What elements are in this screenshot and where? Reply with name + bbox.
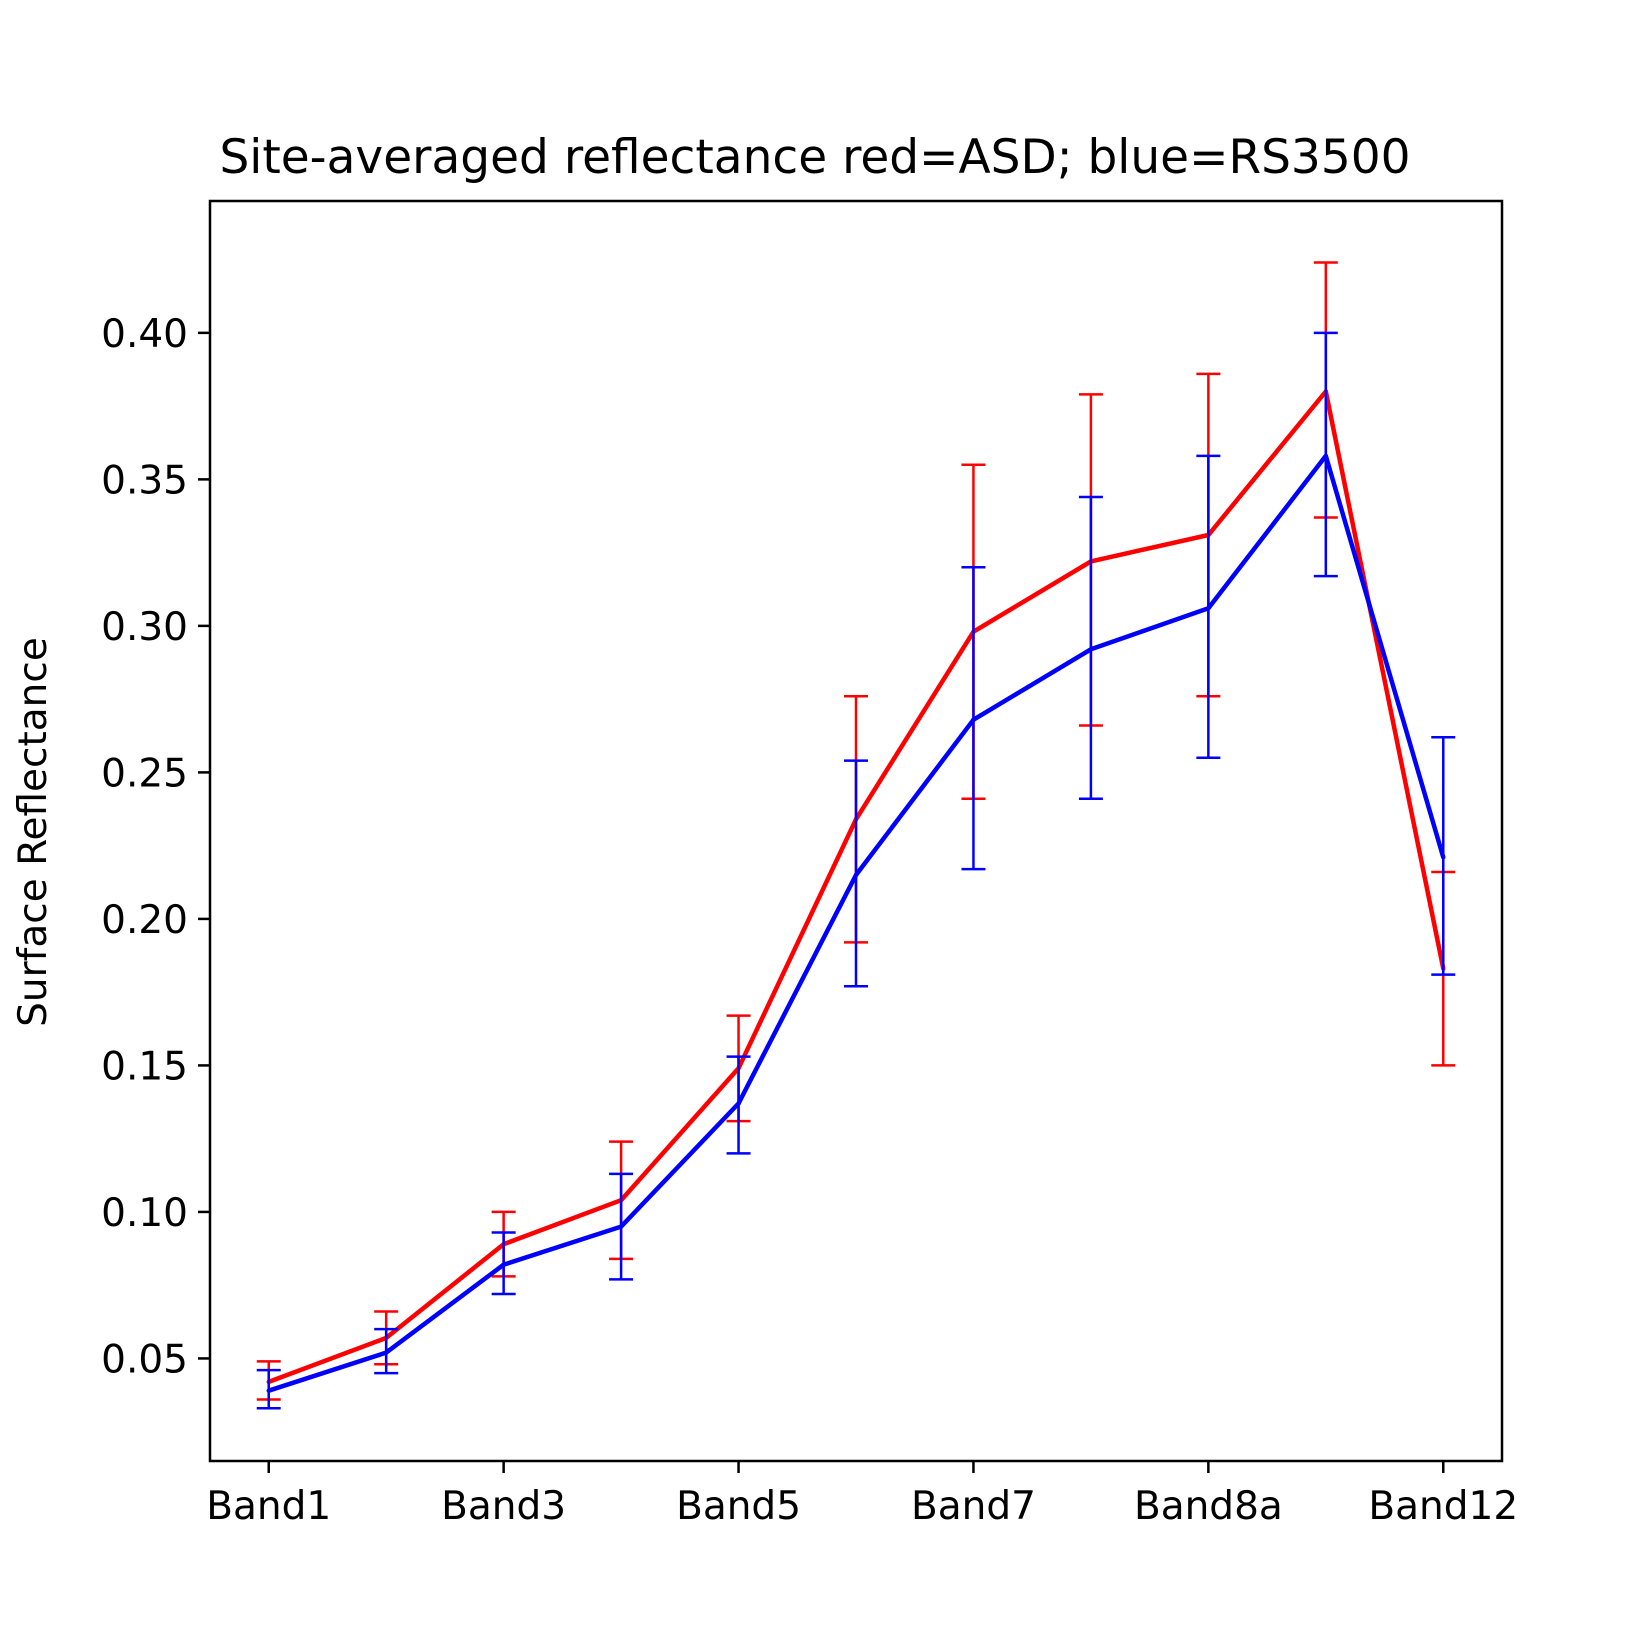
x-tick-label: Band3	[441, 1484, 566, 1529]
y-axis-title: Surface Reflectance	[11, 637, 56, 1027]
series-layer	[256, 261, 1456, 1410]
data-point	[266, 1388, 271, 1393]
series-1	[256, 331, 1456, 1410]
y-tick-label: 0.05	[101, 1337, 188, 1382]
data-point	[1441, 855, 1446, 860]
data-point	[501, 1262, 506, 1267]
x-tick-label: Band1	[206, 1484, 331, 1529]
x-tick-label: Band12	[1368, 1484, 1518, 1529]
y-tick-label: 0.30	[101, 605, 188, 650]
plot-area-frame	[208, 199, 1504, 1463]
x-tick-label: Band8a	[1134, 1484, 1283, 1529]
y-tick-label: 0.25	[101, 751, 188, 796]
data-point	[736, 1101, 741, 1106]
y-tick-label: 0.40	[101, 312, 188, 357]
data-point	[1206, 606, 1211, 611]
data-point	[853, 872, 859, 878]
x-tick-label: Band5	[676, 1484, 801, 1529]
y-tick-label: 0.35	[101, 458, 188, 503]
y-tick-label: 0.20	[101, 898, 188, 943]
data-point	[618, 1224, 624, 1229]
data-point	[971, 717, 976, 722]
axis-layer: 0.05 0.10 0.15 0.20 0.25 0.30 0.35 0.40 Band1 Ban…	[101, 312, 1518, 1529]
data-point	[1323, 453, 1329, 459]
chart-title: Site-averaged reflectance red=ASD; blue=…	[219, 130, 1410, 185]
y-tick-label: 0.10	[101, 1191, 188, 1236]
y-tick-label: 0.15	[101, 1044, 188, 1089]
data-point	[1088, 647, 1094, 652]
data-point	[383, 1350, 389, 1355]
x-tick-label: Band7	[911, 1484, 1036, 1529]
